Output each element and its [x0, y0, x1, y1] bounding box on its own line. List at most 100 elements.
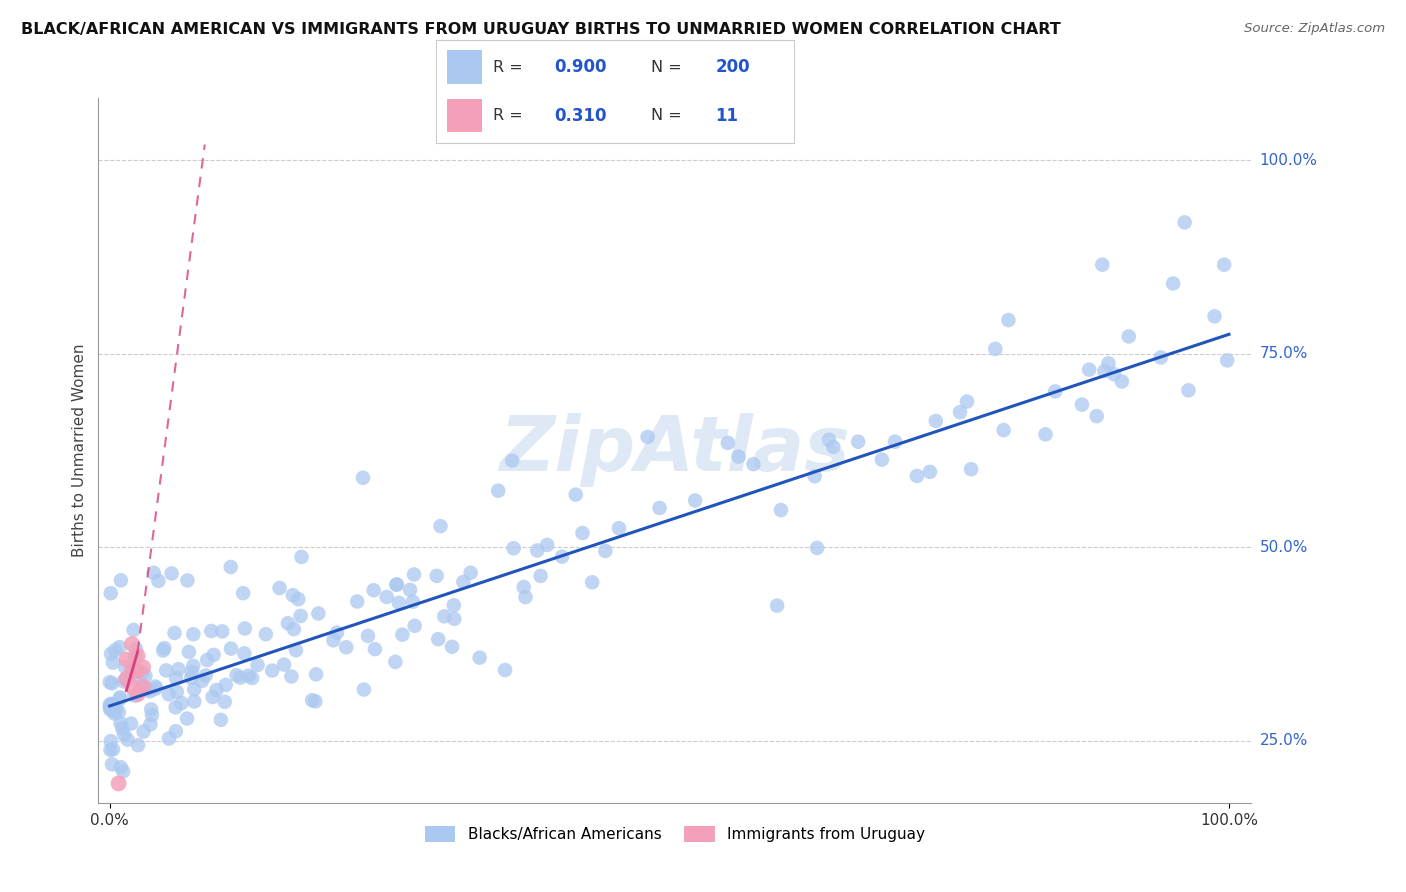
- Point: [124, 649, 146, 664]
- Point: [214, 695, 236, 709]
- Point: [846, 434, 869, 449]
- Point: [180, 671, 202, 685]
- Point: [353, 682, 375, 697]
- Point: [502, 541, 524, 556]
- Point: [607, 521, 630, 535]
- Point: [209, 713, 232, 727]
- Point: [468, 650, 491, 665]
- Point: [307, 607, 329, 621]
- Point: [717, 436, 740, 450]
- Point: [385, 577, 408, 591]
- Point: [460, 566, 482, 580]
- Point: [98, 701, 121, 715]
- Point: [233, 622, 256, 636]
- Point: [385, 577, 408, 591]
- Point: [391, 627, 413, 641]
- Point: [141, 708, 163, 723]
- Point: [101, 697, 124, 711]
- Point: [101, 676, 124, 690]
- Point: [176, 574, 198, 588]
- Point: [108, 640, 131, 654]
- Point: [1174, 215, 1197, 229]
- Legend: Blacks/African Americans, Immigrants from Uruguay: Blacks/African Americans, Immigrants fro…: [419, 820, 931, 848]
- Point: [181, 659, 204, 673]
- Point: [254, 627, 277, 641]
- Text: 75.0%: 75.0%: [1260, 346, 1308, 361]
- Point: [121, 680, 143, 694]
- Point: [960, 462, 983, 476]
- Point: [124, 689, 146, 703]
- Point: [742, 457, 765, 471]
- Point: [956, 394, 979, 409]
- Point: [163, 626, 186, 640]
- Point: [433, 609, 456, 624]
- Point: [1102, 367, 1125, 381]
- Point: [152, 643, 174, 657]
- Point: [148, 574, 170, 588]
- Point: [157, 687, 180, 701]
- Point: [766, 599, 789, 613]
- Point: [1204, 310, 1226, 324]
- Point: [132, 660, 155, 674]
- Point: [201, 690, 224, 704]
- Point: [526, 543, 548, 558]
- Point: [127, 663, 149, 677]
- Point: [304, 694, 326, 708]
- Point: [129, 681, 152, 696]
- Point: [683, 493, 706, 508]
- Point: [277, 616, 299, 631]
- Point: [727, 450, 749, 464]
- Point: [486, 483, 509, 498]
- Point: [111, 721, 134, 735]
- Point: [194, 668, 217, 682]
- Point: [155, 664, 177, 678]
- Point: [129, 676, 152, 690]
- Point: [127, 648, 149, 663]
- Point: [139, 717, 162, 731]
- Point: [101, 757, 124, 772]
- Point: [262, 664, 284, 678]
- Point: [803, 469, 825, 483]
- Point: [215, 678, 238, 692]
- Point: [183, 694, 205, 708]
- Point: [273, 657, 295, 672]
- Point: [145, 681, 167, 696]
- Point: [326, 625, 349, 640]
- Point: [426, 569, 449, 583]
- Point: [202, 648, 225, 662]
- Point: [219, 641, 242, 656]
- Point: [453, 574, 475, 589]
- Point: [1216, 353, 1239, 368]
- Text: 50.0%: 50.0%: [1260, 540, 1308, 555]
- Point: [402, 567, 425, 582]
- Point: [993, 423, 1015, 437]
- Point: [142, 566, 165, 580]
- Point: [283, 622, 305, 636]
- Point: [269, 581, 291, 595]
- Point: [100, 699, 122, 714]
- Point: [571, 526, 593, 541]
- Point: [132, 680, 155, 694]
- Point: [648, 500, 671, 515]
- Point: [112, 764, 135, 779]
- Point: [949, 405, 972, 419]
- Point: [1091, 258, 1114, 272]
- Point: [195, 653, 218, 667]
- Point: [157, 731, 180, 746]
- Point: [101, 656, 124, 670]
- Point: [139, 684, 162, 698]
- Point: [1078, 362, 1101, 376]
- Point: [388, 596, 411, 610]
- Text: N =: N =: [651, 60, 688, 75]
- Point: [115, 672, 138, 686]
- Point: [103, 706, 125, 721]
- Point: [143, 680, 166, 694]
- Point: [246, 657, 269, 672]
- Y-axis label: Births to Unmarried Women: Births to Unmarried Women: [72, 343, 87, 558]
- Point: [100, 743, 122, 757]
- Point: [1071, 398, 1094, 412]
- Point: [121, 637, 143, 651]
- Point: [404, 619, 426, 633]
- Text: 11: 11: [716, 106, 738, 125]
- Point: [1045, 384, 1067, 399]
